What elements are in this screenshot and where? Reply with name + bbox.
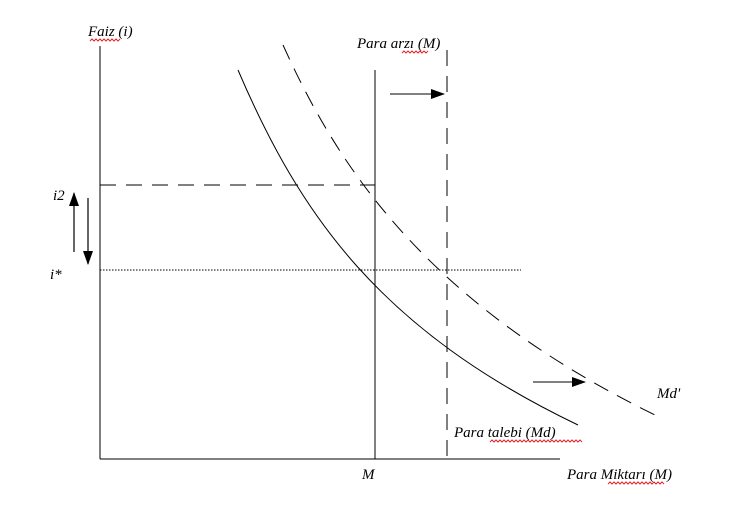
- new-demand-label: Md': [656, 386, 681, 402]
- m-tick-label: M: [361, 467, 376, 483]
- spellcheck-underline-miktari: [607, 481, 665, 485]
- shifted-money-demand-curve: [282, 44, 656, 416]
- i2-label: i2: [53, 188, 65, 204]
- i-star-label: i*: [50, 267, 62, 283]
- x-axis-label: Para Miktarı (M): [566, 467, 672, 483]
- spellcheck-underline-faiz: [89, 38, 121, 42]
- money-demand-label: Para talebi (Md): [453, 425, 556, 441]
- spellcheck-underline-arzi: [401, 50, 429, 54]
- spellcheck-underline-talebi: [489, 439, 583, 443]
- money-demand-curve: [237, 69, 579, 426]
- y-axis-label: Faiz (i): [87, 24, 133, 40]
- money-supply-label: Para arzı (M): [356, 36, 440, 52]
